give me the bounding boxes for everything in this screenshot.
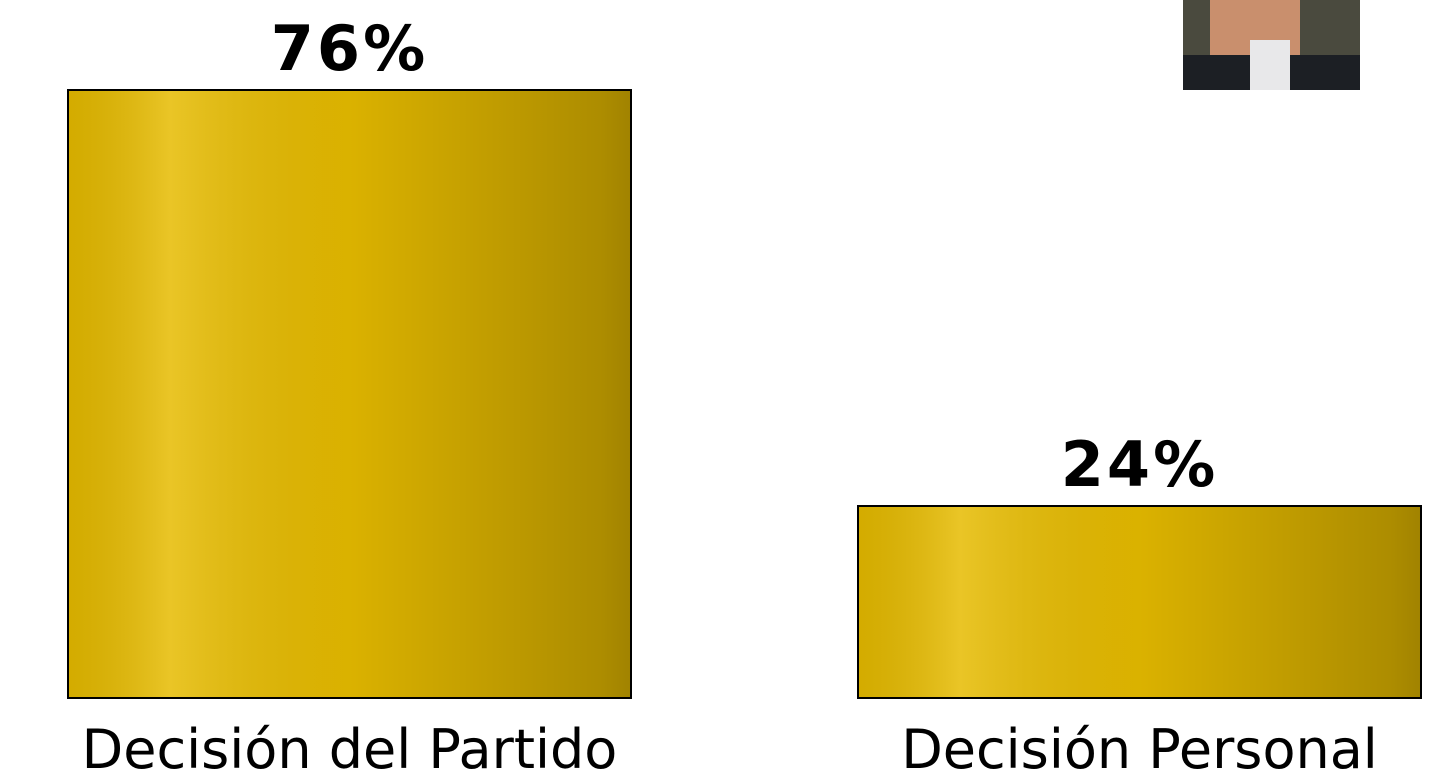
x-tick-label: Decisión Personal (901, 718, 1378, 781)
photo (1183, 0, 1360, 90)
bar-shade (69, 91, 630, 697)
bar-shade (859, 507, 1420, 697)
value-label: 24% (1061, 428, 1218, 501)
value-label: 76% (271, 12, 428, 85)
x-tick-label: Decisión del Partido (82, 718, 618, 781)
